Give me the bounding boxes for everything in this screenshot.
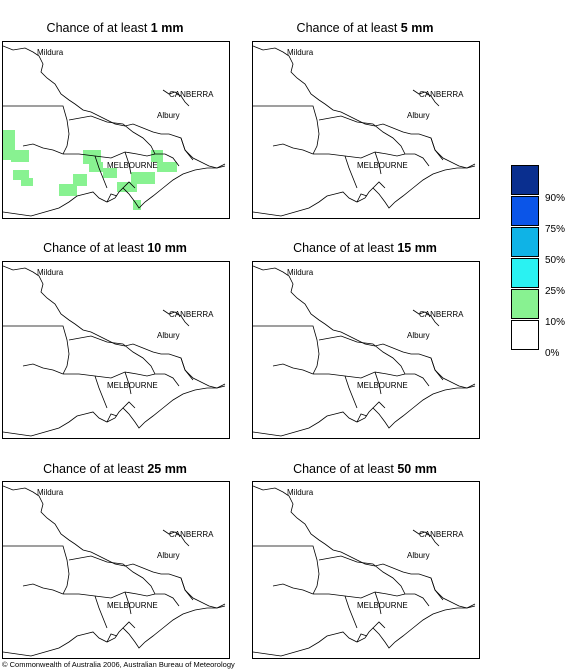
legend-swatch-0	[511, 320, 539, 350]
map-50mm: Mildura CANBERRA Albury MELBOURNE	[252, 481, 480, 659]
label-albury: Albury	[407, 551, 430, 560]
title-prefix: Chance of at least	[293, 241, 398, 255]
legend-label-25: 25%	[545, 286, 566, 297]
title-amount: 50 mm	[397, 462, 437, 476]
title-amount: 15 mm	[397, 241, 437, 255]
label-mildura: Mildura	[287, 488, 314, 497]
panel-title-15mm: Chance of at least 15 mm	[250, 240, 480, 256]
label-canberra: CANBERRA	[169, 530, 214, 539]
title-amount: 1 mm	[150, 21, 184, 35]
legend-label-90: 90%	[545, 193, 566, 204]
title-prefix: Chance of at least	[43, 241, 148, 255]
title-prefix: Chance of at least	[296, 21, 401, 35]
label-mildura: Mildura	[37, 488, 64, 497]
title-amount: 25 mm	[147, 462, 187, 476]
map-1mm: Mildura CANBERRA Albury MELBOURNE	[2, 41, 230, 219]
title-prefix: Chance of at least	[46, 21, 151, 35]
label-mildura: Mildura	[287, 48, 314, 57]
legend-swatch-90	[511, 165, 539, 195]
legend-label-10: 10%	[545, 317, 566, 328]
label-albury: Albury	[407, 331, 430, 340]
legend-label-75: 75%	[545, 224, 566, 235]
label-canberra: CANBERRA	[419, 90, 464, 99]
map-boundaries	[253, 265, 476, 437]
label-melbourne: MELBOURNE	[107, 381, 158, 390]
label-melbourne: MELBOURNE	[357, 381, 408, 390]
legend-label-50: 50%	[545, 255, 566, 266]
label-albury: Albury	[157, 551, 180, 560]
label-mildura: Mildura	[37, 48, 64, 57]
map-boundaries	[253, 45, 476, 217]
copyright-notice: © Commonwealth of Australia 2006, Austra…	[2, 660, 235, 669]
label-melbourne: MELBOURNE	[107, 601, 158, 610]
label-mildura: Mildura	[37, 268, 64, 277]
title-amount: 10 mm	[147, 241, 187, 255]
label-mildura: Mildura	[287, 268, 314, 277]
map-boundaries	[253, 485, 476, 657]
label-canberra: CANBERRA	[169, 310, 214, 319]
label-albury: Albury	[157, 111, 180, 120]
map-15mm: Mildura CANBERRA Albury MELBOURNE	[252, 261, 480, 439]
label-canberra: CANBERRA	[419, 530, 464, 539]
legend-swatch-10	[511, 289, 539, 319]
label-albury: Albury	[407, 111, 430, 120]
map-10mm: Mildura CANBERRA Albury MELBOURNE	[2, 261, 230, 439]
label-melbourne: MELBOURNE	[357, 161, 408, 170]
label-melbourne: MELBOURNE	[107, 161, 158, 170]
label-albury: Albury	[157, 331, 180, 340]
map-boundaries	[3, 485, 226, 657]
legend-swatch-75	[511, 196, 539, 226]
map-boundaries	[3, 265, 226, 437]
panel-title-25mm: Chance of at least 25 mm	[0, 461, 230, 477]
map-25mm: Mildura CANBERRA Albury MELBOURNE	[2, 481, 230, 659]
legend-label-0: 0%	[545, 348, 560, 359]
panel-title-10mm: Chance of at least 10 mm	[0, 240, 230, 256]
panel-title-5mm: Chance of at least 5 mm	[250, 20, 480, 36]
map-5mm: Mildura CANBERRA Albury MELBOURNE	[252, 41, 480, 219]
legend-swatch-50	[511, 227, 539, 257]
legend-swatch-25	[511, 258, 539, 288]
label-melbourne: MELBOURNE	[357, 601, 408, 610]
title-prefix: Chance of at least	[43, 462, 148, 476]
panel-title-1mm: Chance of at least 1 mm	[0, 20, 230, 36]
panel-title-50mm: Chance of at least 50 mm	[250, 461, 480, 477]
label-canberra: CANBERRA	[169, 90, 214, 99]
map-boundaries	[3, 45, 226, 217]
label-canberra: CANBERRA	[419, 310, 464, 319]
title-amount: 5 mm	[400, 21, 434, 35]
title-prefix: Chance of at least	[293, 462, 398, 476]
